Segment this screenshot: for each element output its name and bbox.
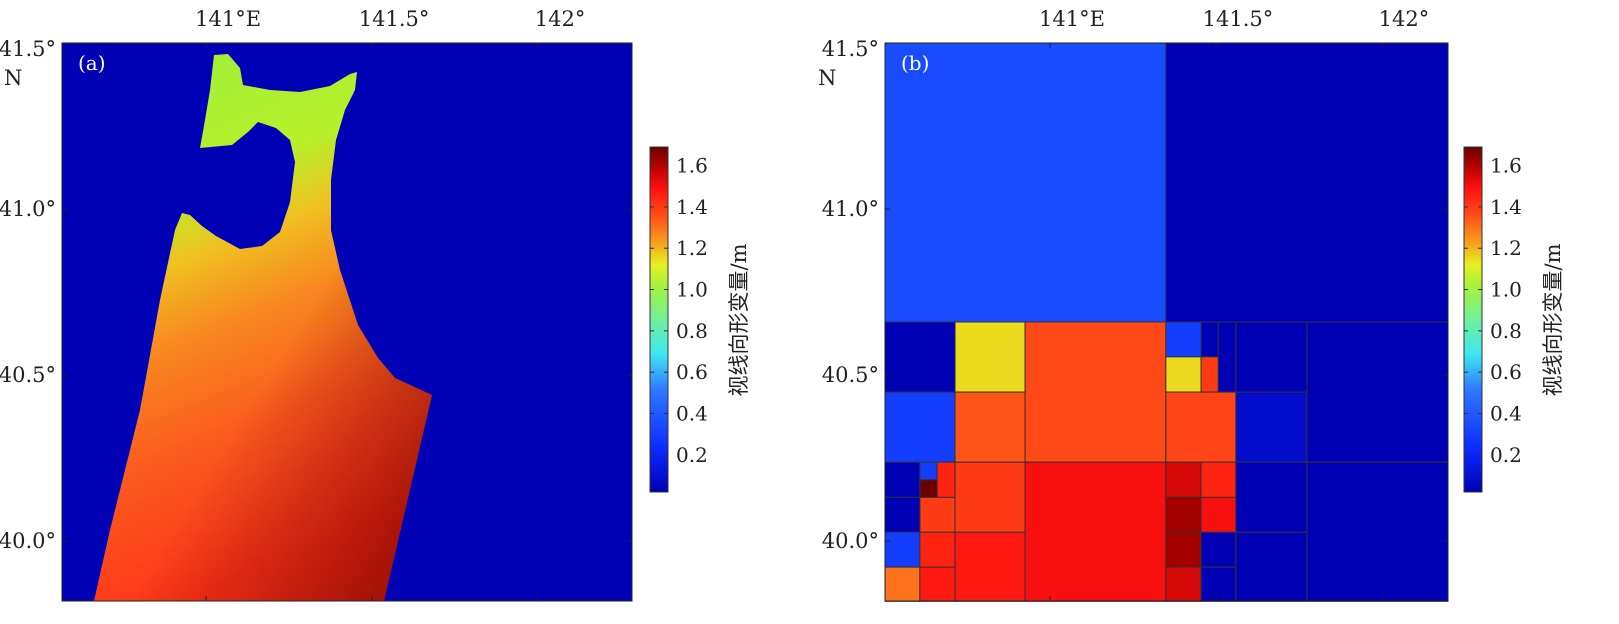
x-tick-label: 141.5°: [1203, 7, 1274, 31]
y-unit-label: N: [4, 66, 22, 90]
quadtree-cell: [1200, 321, 1219, 358]
colorbar: [649, 146, 669, 493]
quadtree-cell: [1165, 391, 1237, 463]
y-tick-label: 40.0°: [822, 529, 879, 553]
quadtree-cell: [1165, 321, 1202, 358]
quadtree-cell: [1200, 496, 1237, 533]
panel-label: (a): [78, 51, 106, 75]
quadtree-cell: [1200, 566, 1237, 602]
x-tick-label: 141.5°: [359, 7, 430, 31]
x-tick-label: 142°: [535, 7, 586, 31]
colorbar-tick-label: 0.4: [676, 401, 708, 425]
quadtree-cell: [884, 461, 921, 498]
colorbar-label: 视线向形变量/m: [727, 243, 751, 396]
x-tick-label: 141°E: [195, 7, 261, 31]
quadtree-cell: [1165, 461, 1202, 498]
colorbar-tick-label: 0.6: [1490, 360, 1522, 384]
quadtree-cell: [884, 42, 1167, 323]
colorbar-tick-label: 1.4: [1490, 195, 1522, 219]
quadtree-cell: [884, 531, 921, 568]
quadtree-cell: [954, 531, 1026, 602]
quadtree-cell: [1024, 321, 1167, 463]
quadtree-cell: [954, 461, 1026, 533]
colorbar-tick-label: 0.8: [1490, 319, 1522, 343]
plot-frame: [884, 42, 1449, 602]
quadtree-cell: [1235, 461, 1308, 533]
y-tick-label: 41.0°: [822, 197, 879, 221]
panel-label: (b): [901, 51, 929, 75]
colorbar-tick-label: 0.2: [676, 443, 708, 467]
colorbar: [1463, 146, 1483, 493]
quadtree-cell: [1235, 391, 1308, 463]
panel-b: 141°E 141.5° 142° 41.5° 41.0° 40.5° 40.0° N (b) 0…: [818, 7, 1565, 602]
colorbar-tick-label: 1.4: [676, 195, 708, 219]
colorbar-tick-label: 1.2: [1490, 236, 1522, 260]
quadtree-cell: [884, 321, 956, 393]
y-tick-label: 40.5°: [822, 363, 879, 387]
colorbar-tick-label: 1.6: [676, 154, 708, 178]
quadtree-cell: [1024, 461, 1167, 602]
quadtree-cell: [884, 496, 921, 533]
quadtree-cell: [1200, 356, 1219, 393]
quadtree-cell: [1235, 321, 1308, 393]
quadtree-cell: [919, 496, 956, 533]
x-tick-label: 141°E: [1039, 7, 1105, 31]
colorbar-tick-label: 1.0: [676, 278, 708, 302]
quadtree-cell: [954, 391, 1026, 463]
quadtree-cell: [1200, 461, 1237, 498]
colorbar-tick-label: 0.8: [676, 319, 708, 343]
quadtree-cell: [1235, 531, 1308, 602]
quadtree-cell: [1165, 531, 1202, 568]
colorbar-tick-label: 0.4: [1490, 401, 1522, 425]
quadtree-cell: [954, 321, 1026, 393]
quadtree-cell: [919, 461, 938, 481]
x-tick-label: 142°: [1379, 7, 1430, 31]
quadtree-cell: [884, 566, 921, 602]
y-tick-label: 41.5°: [822, 37, 879, 61]
quadtree-cell: [1165, 42, 1449, 323]
quadtree-cell: [1165, 566, 1202, 602]
quadtree-cell: [1306, 461, 1449, 602]
colorbar-label: 视线向形变量/m: [1541, 243, 1565, 396]
y-tick-label: 40.5°: [0, 363, 56, 387]
quadtree-cell: [936, 461, 956, 498]
colorbar-tick-label: 0.2: [1490, 443, 1522, 467]
panel-a: 141°E 141.5° 142° 41.5° 41.0° 40.5° 40.0° N (a) 0…: [0, 7, 751, 602]
land-deformation-shading: [94, 54, 432, 601]
quadtree-cell: [1165, 356, 1202, 393]
colorbar-tick-label: 1.6: [1490, 154, 1522, 178]
quadtree-cell: [1217, 321, 1237, 393]
colorbar-tick-label: 0.6: [676, 360, 708, 384]
colorbar-tick-label: 1.0: [1490, 278, 1522, 302]
plot-frame: [61, 42, 633, 602]
y-tick-label: 41.0°: [0, 197, 56, 221]
colorbar-tick-label: 1.2: [676, 236, 708, 260]
quadtree-cell: [1165, 496, 1202, 533]
quadtree-cell: [1306, 321, 1449, 463]
quadtree-cell: [919, 566, 956, 602]
y-unit-label: N: [818, 66, 836, 90]
quadtree-cell: [1200, 531, 1237, 568]
quadtree-cell: [919, 531, 956, 568]
y-tick-label: 40.0°: [0, 529, 56, 553]
quadtree-cell: [884, 391, 956, 463]
y-tick-label: 41.5°: [0, 37, 56, 61]
